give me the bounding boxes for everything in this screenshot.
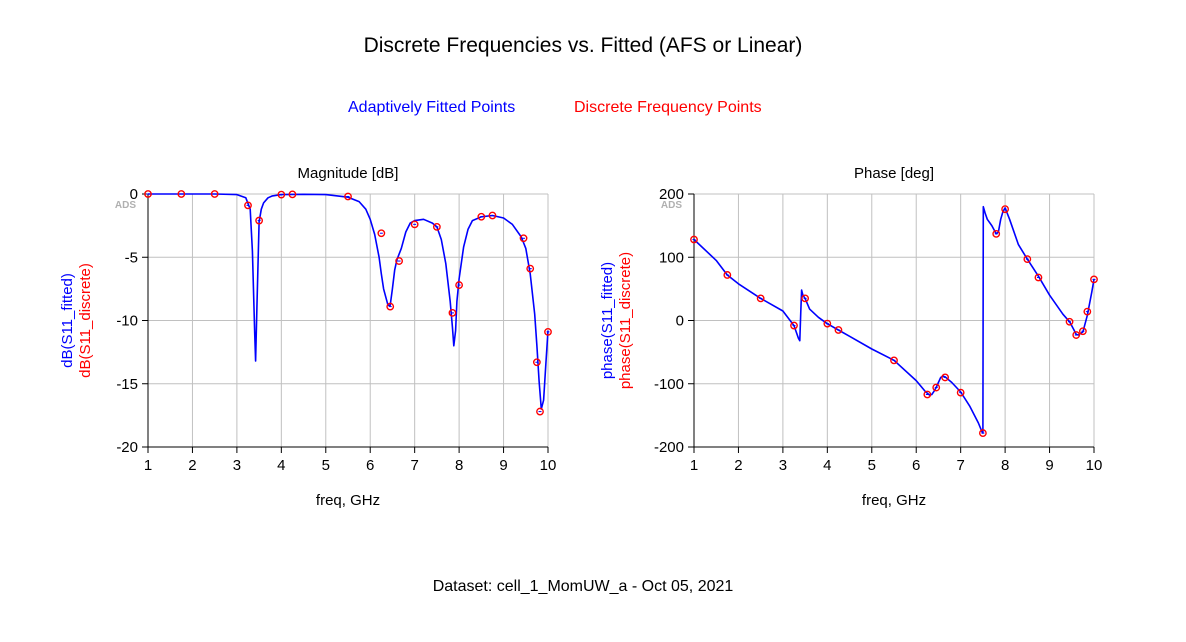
mag-discrete-point (255, 216, 264, 225)
phase-ytick-label: 200 (659, 186, 684, 203)
mag-ylabel-fitted: dB(S11_fitted) (59, 273, 76, 368)
phase-discrete-point (941, 373, 950, 382)
mag-discrete-point (526, 264, 535, 273)
mag-discrete-point (377, 229, 386, 238)
mag-ytick-label: -10 (116, 313, 138, 330)
phase-discrete-point (923, 390, 932, 399)
legend-discrete: Discrete Frequency Points (574, 99, 762, 116)
mag-xtick-label: 3 (233, 457, 241, 474)
phase-discrete-point (932, 383, 941, 392)
phase-discrete-point (1023, 255, 1032, 264)
mag-discrete-point (386, 302, 395, 311)
mag-discrete-point (448, 309, 457, 317)
phase-discrete-point (1078, 327, 1087, 336)
mag-xtick-label: 5 (322, 457, 330, 474)
mag-ytick-label: -5 (125, 249, 138, 266)
dataset-footer: Dataset: cell_1_MomUW_a - Oct 05, 2021 (432, 578, 734, 595)
mag-xtick-label: 6 (366, 457, 374, 474)
mag-ytick-label: -15 (116, 376, 138, 393)
phase-ytick-label: -200 (654, 439, 684, 456)
mag-discrete-point (519, 234, 528, 243)
mag-grid (142, 193, 549, 453)
mag-discrete-point (532, 358, 541, 367)
mag-discrete-point (395, 257, 404, 265)
phase-discrete-point (890, 356, 898, 365)
mag-xtick-label: 1 (144, 457, 152, 474)
mag-discrete-point (288, 190, 297, 199)
phase-discrete-point (834, 326, 843, 334)
phase-ytick-label: -100 (654, 376, 684, 393)
mag-xtick-label: 4 (277, 457, 285, 474)
phase-xtick-label: 5 (868, 457, 876, 474)
phase-discrete-point (956, 388, 965, 397)
mag-discrete-point (244, 201, 252, 210)
mag-discrete-point (477, 212, 486, 221)
phase-discrete-point (690, 235, 698, 244)
phase-xtick-label: 10 (1086, 457, 1103, 474)
legend-fitted: Adaptively Fitted Points (348, 99, 516, 116)
phase-discrete-point (723, 271, 732, 279)
mag-watermark: ADS (115, 200, 136, 211)
phase-ytick-label: 100 (659, 249, 684, 266)
phase-ytick-label: 0 (676, 313, 684, 330)
phase-discrete-point (992, 229, 1001, 238)
phase-ylabel-fitted: phase(S11_fitted) (599, 262, 616, 379)
phase-xtick-label: 1 (690, 457, 698, 474)
mag-discrete-point (544, 327, 552, 336)
mag-discrete-point (536, 407, 544, 416)
phase-panel: Phase [deg] 1 2 3 4 5 6 7 8 9 10 200 100 0 -100 -200 ADS… (599, 165, 1102, 509)
mag-title: Magnitude [dB] (298, 165, 399, 182)
phase-xtick-label: 7 (956, 457, 964, 474)
mag-discrete-point (455, 281, 464, 289)
phase-xtick-label: 9 (1045, 457, 1053, 474)
phase-xtick-label: 4 (823, 457, 831, 474)
mag-discrete-point (177, 190, 186, 198)
phase-discrete-point (978, 429, 987, 437)
phase-xtick-label: 6 (912, 457, 920, 474)
mag-xtick-label: 8 (455, 457, 463, 474)
phase-xtick-label: 2 (734, 457, 742, 474)
mag-discrete-point (144, 190, 152, 198)
phase-discrete-point (1083, 307, 1092, 316)
mag-ylabel-discrete: dB(S11_discrete) (77, 263, 94, 378)
phase-discrete-point (823, 319, 832, 328)
phase-xtick-label: 3 (779, 457, 787, 474)
mag-discrete-point (488, 211, 497, 220)
mag-panel: Magnitude [dB] 1 2 3 4 5 6 7 8 9 10 0 -5 -10 -15 -20 ADS… (59, 165, 556, 509)
phase-discrete-point (1065, 317, 1074, 326)
phase-ylabel-discrete: phase(S11_discrete) (617, 252, 634, 389)
mag-xtick-label: 2 (188, 457, 196, 474)
mag-discrete-point (277, 190, 286, 199)
mag-xtick-label: 9 (499, 457, 507, 474)
phase-grid (688, 193, 1095, 453)
phase-discrete-point (756, 294, 765, 303)
phase-discrete-point (1034, 273, 1043, 282)
phase-discrete-point (801, 294, 810, 303)
phase-xlabel: freq, GHz (862, 492, 926, 509)
phase-watermark: ADS (661, 200, 682, 211)
mag-xtick-label: 10 (540, 457, 557, 474)
phase-discrete-point (1090, 275, 1098, 284)
chart-title: Discrete Frequencies vs. Fitted (AFS or … (363, 34, 803, 57)
mag-series-fitted-line (148, 193, 549, 410)
phase-discrete-point (790, 321, 798, 330)
mag-discrete-point (344, 192, 352, 201)
mag-xlabel: freq, GHz (316, 492, 380, 509)
mag-discrete-point (210, 190, 219, 198)
mag-discrete-point (410, 220, 419, 229)
phase-series-fitted-line (693, 205, 1095, 434)
phase-discrete-point (1001, 205, 1010, 214)
phase-discrete-point (1072, 331, 1081, 339)
mag-xtick-label: 7 (410, 457, 418, 474)
mag-discrete-point (432, 222, 441, 231)
phase-xtick-label: 8 (1001, 457, 1009, 474)
phase-title: Phase [deg] (854, 165, 934, 182)
mag-ytick-label: 0 (130, 186, 138, 203)
mag-ytick-label: -20 (116, 439, 138, 456)
